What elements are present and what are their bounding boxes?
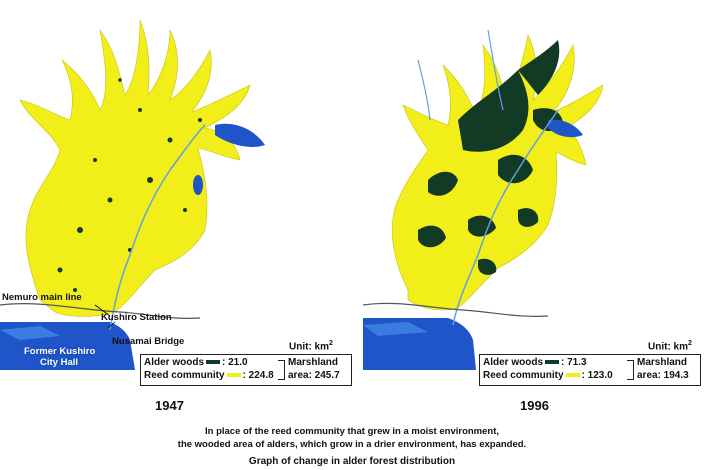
legend-alder-label: Alder woods (483, 357, 544, 368)
legend-marsh-label: Marshland (637, 357, 688, 368)
legend-marsh-label: Marshland (288, 357, 339, 368)
legend-1996: Alder woods: 71.3 Reed community: 123.0 … (479, 354, 701, 386)
legend-reed-label: Reed community (144, 370, 225, 381)
river (487, 29, 504, 111)
year-1947: 1947 (155, 398, 184, 413)
lake (548, 119, 583, 138)
label-city-hall-line2: City Hall (40, 357, 79, 368)
reed-swatch (565, 373, 580, 378)
river (109, 124, 206, 331)
year-1996: 1996 (520, 398, 549, 413)
alder-swatch (206, 360, 221, 365)
legend-1947: Alder woods: 21.0 Reed community: 224.8 … (140, 354, 352, 386)
reed-community-area (391, 34, 604, 311)
label-nusamai-bridge: Nusamai Bridge (112, 336, 185, 347)
legend-marsh-value: area: 245.7 (288, 370, 340, 381)
caption-line-2: the wooded area of alders, which grow in… (177, 439, 527, 450)
map-1996 (358, 0, 704, 370)
caption-line-1: In place of the reed community that grew… (204, 426, 500, 437)
unit-label-1947: Unit: km2 (289, 340, 333, 353)
label-nemuro-line: Nemuro main line (2, 292, 82, 303)
legend-alder-value: : 21.0 (222, 357, 248, 368)
lake (193, 175, 203, 195)
map-1947: Nemuro main line Kushiro Station Nusamai… (0, 0, 300, 370)
railway (0, 303, 201, 319)
label-kushiro-station: Kushiro Station (101, 312, 172, 323)
railway (362, 302, 549, 317)
unit-label-1996: Unit: km2 (648, 340, 692, 353)
river (417, 59, 431, 121)
legend-alder-value: : 71.3 (561, 357, 587, 368)
reed-community-area (19, 19, 251, 317)
caption-title: Graph of change in alder forest distribu… (248, 456, 456, 467)
legend-reed-value: : 123.0 (581, 370, 613, 381)
river (452, 109, 559, 326)
alder-woods-patches (418, 40, 563, 275)
alder-swatch (545, 360, 560, 365)
reed-swatch (226, 373, 241, 378)
legend-alder-label: Alder woods (144, 357, 205, 368)
legend-reed-label: Reed community (483, 370, 564, 381)
label-city-hall-line1: Former Kushiro (24, 346, 96, 357)
legend-marsh-value: area: 194.3 (637, 370, 689, 381)
alder-woods-patches (57, 78, 202, 292)
legend-reed-value: : 224.8 (242, 370, 274, 381)
lake (215, 123, 265, 147)
